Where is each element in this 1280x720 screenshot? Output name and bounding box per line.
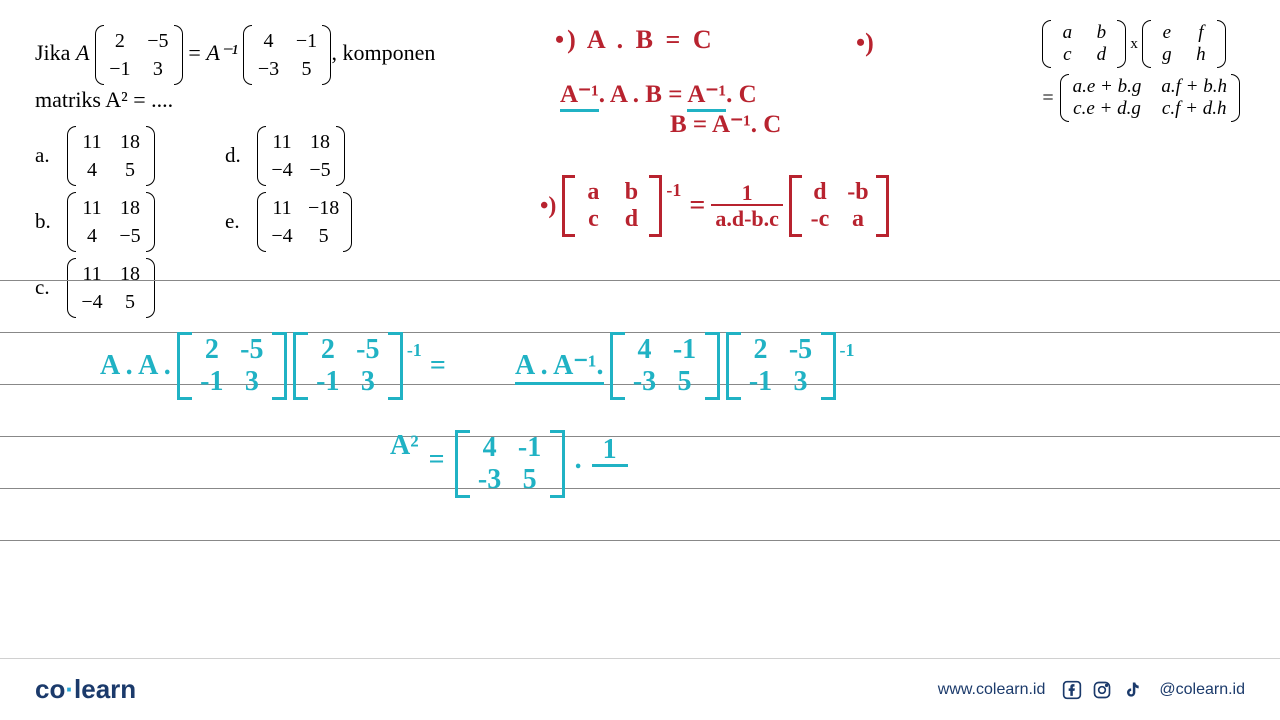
- red-inverse-formula: •) ab cd -1 = 1 a.d-b.c d-b -ca: [540, 175, 889, 237]
- options-group: a. 1118 45 b. 1118 4−5 c: [35, 126, 515, 318]
- social-handle[interactable]: @colearn.id: [1159, 681, 1245, 699]
- bullet-formula: •): [856, 28, 874, 58]
- instagram-icon[interactable]: [1091, 679, 1113, 701]
- cyan-line1-left: A . A . 2-5 -13 2-5 -13 -1 =: [100, 332, 446, 400]
- option-c: c. 1118 −45: [35, 258, 155, 318]
- ruled-paper-lines: [0, 280, 1280, 592]
- question-line1: Jika A 2−5 −13 = A⁻¹ 4−1 −35 , komponen: [35, 25, 515, 85]
- social-icons: [1061, 679, 1143, 701]
- cyan-line1-right: A . A⁻¹. 4-1 -35 2-5 -13 -1: [515, 332, 857, 400]
- option-e: e. 11−18 −45: [225, 192, 352, 252]
- footer-url[interactable]: www.colearn.id: [938, 681, 1046, 699]
- option-a: a. 1118 45: [35, 126, 155, 186]
- facebook-icon[interactable]: [1061, 679, 1083, 701]
- tiktok-icon[interactable]: [1121, 679, 1143, 701]
- footer-bar: co·learn www.colearn.id @colearn.id: [0, 658, 1280, 720]
- red-eq2: A⁻¹. A . B = A⁻¹. C B = A⁻¹. C: [560, 80, 781, 140]
- cyan-line2: A² = 4-1 -35 . 1: [390, 430, 628, 498]
- red-eq1: •) A . B = C: [555, 25, 715, 55]
- matrix-lhs: 2−5 −13: [95, 25, 183, 85]
- option-d: d. 1118 −4−5: [225, 126, 352, 186]
- matrix-product-formula: ab cd x ef gh = a.e + b.ga.f + b.h c.e +…: [1042, 20, 1240, 122]
- matrix-rhs: 4−1 −35: [243, 25, 331, 85]
- option-b: b. 1118 4−5: [35, 192, 155, 252]
- brand-logo: co·learn: [35, 674, 136, 705]
- question-line2: matriks A² = ....: [35, 85, 515, 116]
